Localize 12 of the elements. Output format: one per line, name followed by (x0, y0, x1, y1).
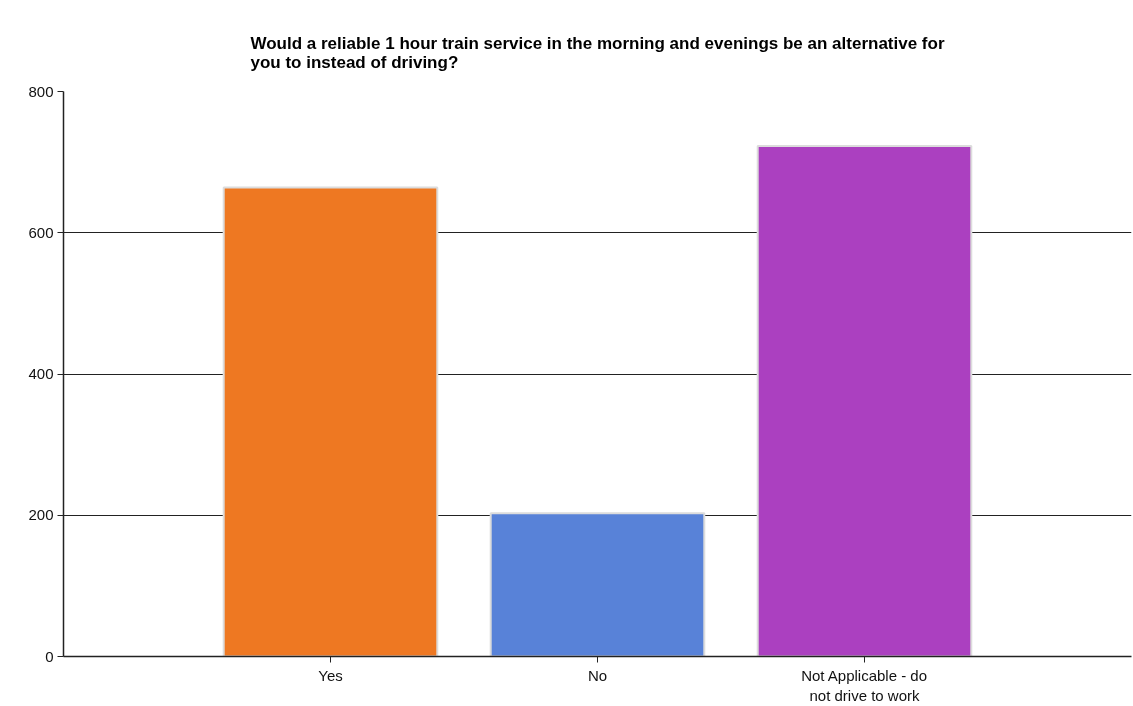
x-tick-label: No (587, 666, 608, 684)
x-tick-label: Yes (318, 666, 343, 684)
y-tick-label: 200 (28, 506, 54, 524)
chart-title: Would a reliable 1 hour train service in the morning and evenings be an alternative for you to instead of driving? (250, 33, 945, 72)
y-tick-label: 800 (28, 82, 54, 100)
y-tick-label: 0 (45, 647, 54, 665)
y-tick-label: 400 (28, 365, 54, 382)
x-tick-label: Not Applicable - do not drive to work (801, 666, 928, 704)
bar (222, 186, 439, 657)
bar (489, 512, 706, 657)
bar (756, 144, 973, 657)
y-tick-label: 600 (28, 223, 54, 241)
